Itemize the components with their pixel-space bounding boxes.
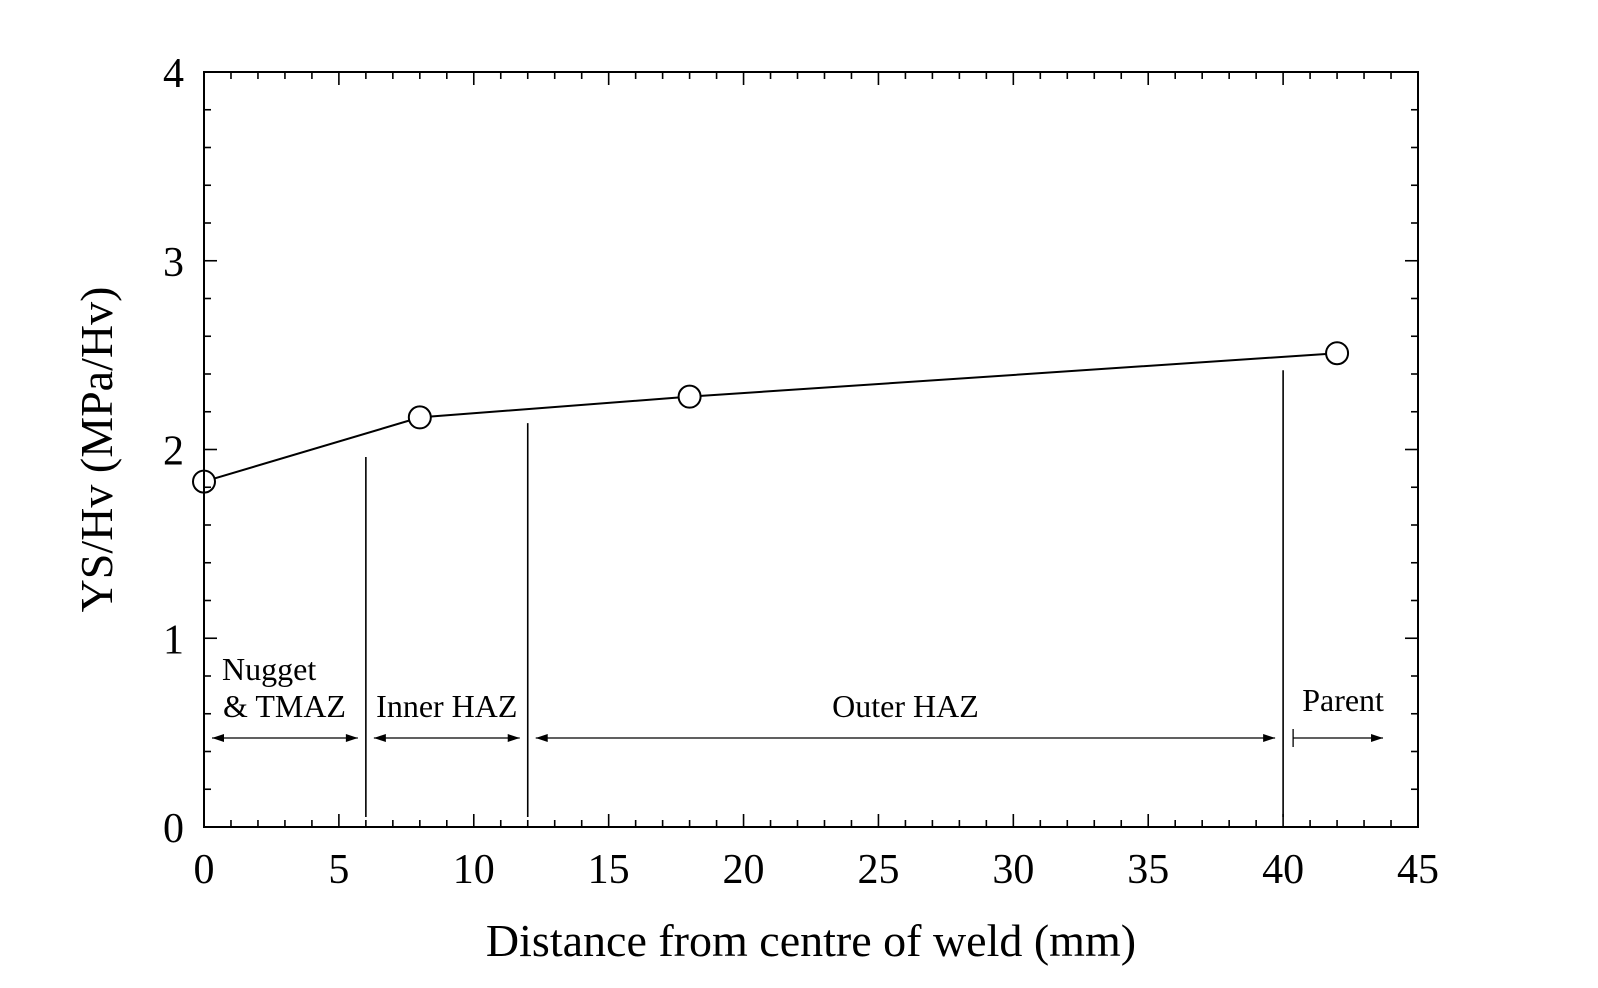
y-axis-ticks — [204, 71, 1418, 828]
x-tick-label: 35 — [1127, 847, 1169, 893]
data-point-marker — [1325, 341, 1350, 366]
y-tick-label: 4 — [163, 51, 184, 97]
x-tick-label: 30 — [992, 847, 1034, 893]
y-axis-tick-labels: 0 1 2 3 4 — [163, 51, 184, 852]
zone-arrow-head — [535, 734, 548, 742]
x-tick-label: 10 — [453, 847, 495, 893]
y-tick-label: 2 — [163, 429, 184, 475]
zone-label: Inner HAZ — [376, 688, 517, 724]
zone-label: & TMAZ — [223, 688, 346, 724]
x-axis-title: Distance from centre of weld (mm) — [486, 915, 1136, 966]
x-tick-label: 45 — [1397, 847, 1439, 893]
series-line — [203, 352, 1338, 483]
zones-layer: Nugget& TMAZ Inner HAZ Outer HAZ Parent — [212, 370, 1384, 817]
series-layer — [192, 341, 1350, 494]
data-point-marker — [677, 384, 702, 409]
zone-label: Outer HAZ — [832, 688, 979, 724]
x-tick-label: 0 — [194, 847, 215, 893]
zone-arrow-head — [345, 734, 358, 742]
zone-arrow-head — [212, 734, 224, 742]
zone-label: Nugget — [222, 651, 316, 687]
x-axis-ticks — [203, 72, 1419, 827]
x-tick-label: 20 — [723, 847, 765, 893]
zone-arrow-head — [1263, 734, 1276, 742]
y-tick-label: 1 — [163, 617, 184, 663]
zone-arrow-head — [1371, 734, 1384, 742]
y-tick-label: 0 — [163, 806, 184, 852]
y-axis-title: YS/Hv (MPa/Hv) — [71, 287, 122, 613]
x-tick-label: 15 — [588, 847, 630, 893]
x-tick-label: 5 — [328, 847, 349, 893]
zone-label: Parent — [1302, 682, 1384, 718]
data-point-marker — [407, 405, 432, 430]
x-tick-label: 25 — [857, 847, 899, 893]
x-tick-label: 40 — [1262, 847, 1304, 893]
x-axis-tick-labels: 0 5 10 15 20 25 30 35 40 45 — [194, 847, 1440, 893]
zone-arrow-head — [507, 734, 520, 742]
y-tick-label: 3 — [163, 240, 184, 286]
zone-arrow-head — [373, 734, 386, 742]
axes-layer: 0 5 10 15 20 25 30 35 40 45 0 1 2 3 4 — [163, 51, 1439, 893]
